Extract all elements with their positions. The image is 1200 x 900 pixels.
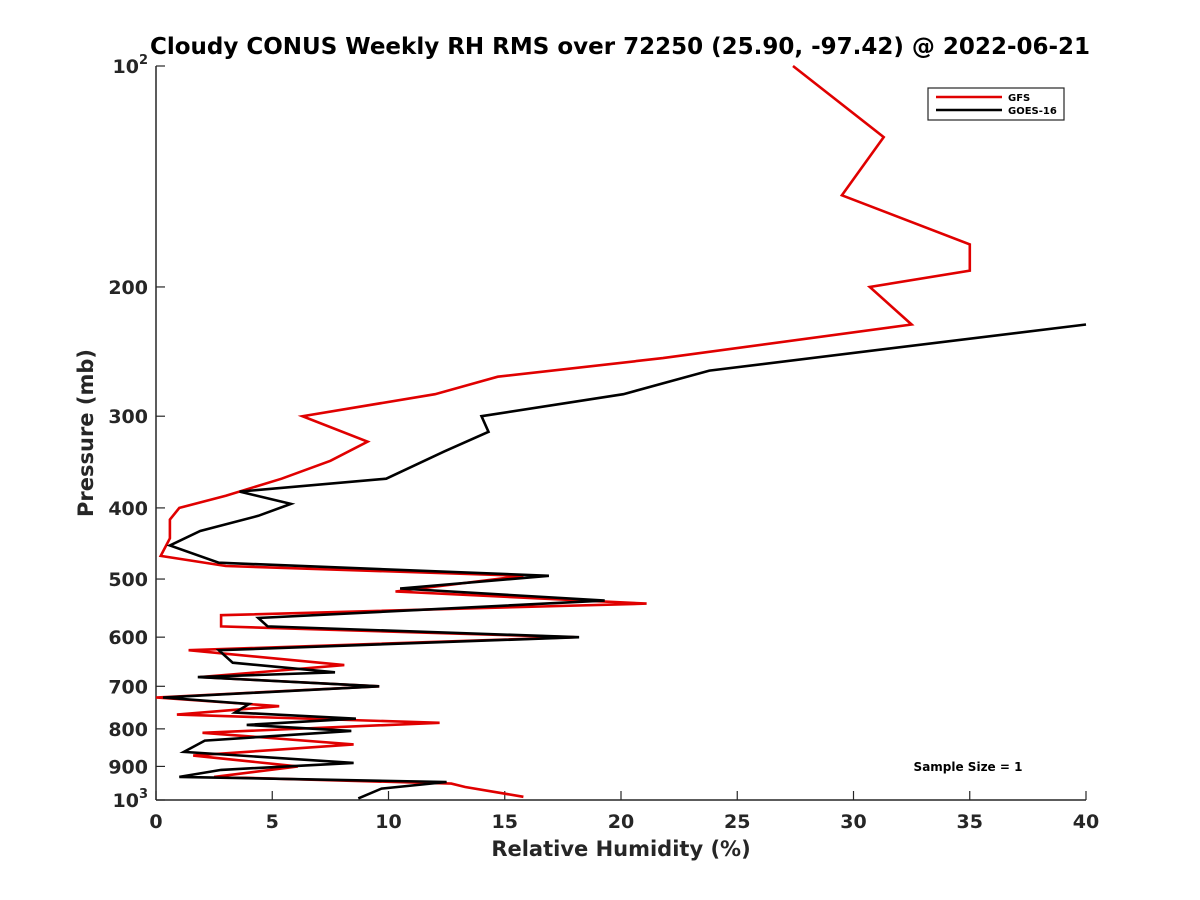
x-tick-label: 40 (1073, 811, 1099, 833)
y-tick-label: 400 (108, 498, 148, 520)
legend: GFS GOES-16 (927, 87, 1065, 121)
x-axis-label: Relative Humidity (%) (491, 837, 750, 861)
y-tick-label: 800 (108, 719, 148, 741)
y-tick-label: 500 (108, 569, 148, 591)
x-tick-label: 5 (266, 811, 279, 833)
y-tick-label: 102 (113, 53, 149, 78)
x-tick-label: 0 (149, 811, 162, 833)
series-layer (155, 64, 1087, 800)
x-tick-label: 30 (840, 811, 866, 833)
x-tick-label: 15 (492, 811, 518, 833)
series-line-gfs (155, 64, 972, 799)
y-axis-label: Pressure (mb) (74, 349, 98, 517)
x-tick-label: 10 (375, 811, 401, 833)
legend-box (927, 87, 1065, 121)
sample-size-annotation: Sample Size = 1 (914, 760, 1023, 774)
y-axis-ticks: 102 200 300 400 500 600 700 800 900 103 (108, 53, 165, 812)
x-tick-label: 35 (957, 811, 983, 833)
series-line-goes16 (162, 323, 1087, 800)
x-tick-label: 20 (608, 811, 634, 833)
legend-label-goes16: GOES-16 (1008, 106, 1057, 117)
y-tick-label: 900 (108, 756, 148, 778)
chart-title: Cloudy CONUS Weekly RH RMS over 72250 (2… (150, 34, 1090, 60)
x-tick-label: 25 (724, 811, 750, 833)
y-tick-label: 103 (113, 787, 149, 812)
y-tick-label: 700 (108, 676, 148, 698)
y-tick-label: 300 (108, 406, 148, 428)
x-axis-ticks: 0 5 10 15 20 25 30 35 40 (149, 791, 1099, 833)
y-tick-label: 200 (108, 277, 148, 299)
legend-label-gfs: GFS (1008, 93, 1030, 104)
y-tick-label: 600 (108, 627, 148, 649)
plot-area: 0 5 10 15 20 25 30 35 40 102 200 300 400 500 600 700 80… (108, 53, 1099, 833)
